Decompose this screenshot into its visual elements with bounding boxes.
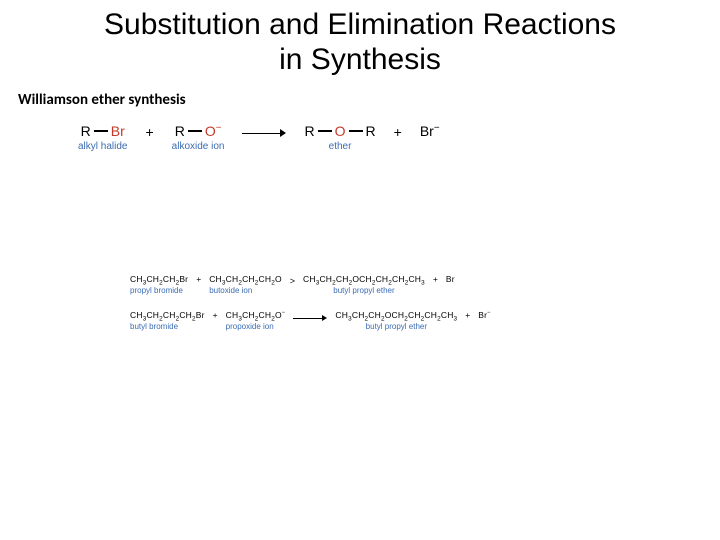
- reactant-alkyl-halide: R Br alkyl halide: [78, 123, 127, 152]
- r1-label: alkyl halide: [78, 141, 127, 152]
- slide-title: Substitution and Elimination Reactions i…: [18, 8, 702, 77]
- reaction-row-2: CH3CH2CH2CH2Br butyl bromide + CH3CH2CH2…: [130, 311, 491, 331]
- reaction-row-1: CH3CH2CH2Br propyl bromide + CH3CH2CH2CH…: [130, 275, 491, 295]
- title-line-2: in Synthesis: [279, 43, 441, 76]
- reactant-alkoxide: R O− alkoxide ion: [172, 123, 225, 152]
- generic-reaction: R Br alkyl halide + R O− alkoxide ion R: [78, 123, 702, 152]
- plus: +: [394, 123, 402, 140]
- plus: +: [213, 311, 218, 321]
- slide: Substitution and Elimination Reactions i…: [0, 0, 720, 540]
- bond-icon: [188, 130, 202, 132]
- byproduct-bromide: Br−: [420, 123, 440, 139]
- subheading: Williamson ether synthesis: [18, 91, 702, 109]
- p-label: ether: [304, 141, 375, 152]
- row1-product: CH3CH2CH2OCH2CH2CH2CH3 butyl propyl ethe…: [303, 275, 425, 295]
- row1-byproduct: Br: [446, 275, 455, 285]
- bond-icon: [94, 130, 108, 132]
- plus: +: [145, 123, 153, 140]
- product-ether: R O R ether: [304, 123, 375, 152]
- specific-reactions: CH3CH2CH2Br propyl bromide + CH3CH2CH2CH…: [130, 275, 491, 347]
- row1-reactant2: CH3CH2CH2CH2O butoxide ion: [209, 275, 282, 295]
- r2-label: alkoxide ion: [172, 141, 225, 152]
- plus: +: [196, 275, 201, 285]
- bond-icon: [349, 130, 363, 132]
- row2-p-label: butyl propyl ether: [335, 322, 457, 331]
- r1-right: Br: [111, 123, 125, 139]
- row2-product: CH3CH2CH2OCH2CH2CH2CH3 butyl propyl ethe…: [335, 311, 457, 331]
- row1-p-label: butyl propyl ether: [303, 286, 425, 295]
- row1-r2-label: butoxide ion: [209, 286, 282, 295]
- row2-r2-label: propoxide ion: [226, 322, 286, 331]
- row2-byproduct: Br−: [478, 311, 491, 321]
- r2-right: O−: [205, 123, 222, 139]
- reaction-arrow-icon: [242, 128, 286, 138]
- r2-left: R: [175, 123, 185, 139]
- reaction-arrow-icon: [293, 314, 327, 322]
- row1-reactant1: CH3CH2CH2Br propyl bromide: [130, 275, 188, 295]
- row2-r1-label: butyl bromide: [130, 322, 205, 331]
- bond-icon: [318, 130, 332, 132]
- title-line-1: Substitution and Elimination Reactions: [104, 8, 616, 41]
- row1-separator: >: [290, 275, 295, 286]
- r1-left: R: [81, 123, 91, 139]
- row1-r1-label: propyl bromide: [130, 286, 188, 295]
- row2-reactant2: CH3CH2CH2O− propoxide ion: [226, 311, 286, 331]
- plus: +: [465, 311, 470, 321]
- plus: +: [433, 275, 438, 285]
- row2-reactant1: CH3CH2CH2CH2Br butyl bromide: [130, 311, 205, 331]
